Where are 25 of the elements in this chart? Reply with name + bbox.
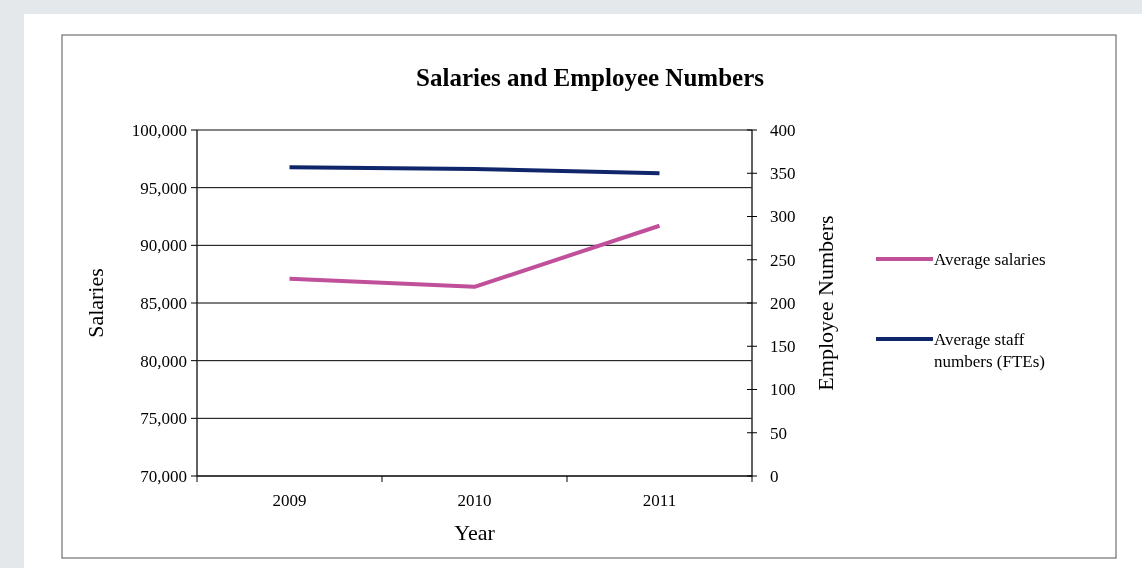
y2-tick-label: 250 <box>770 250 796 270</box>
x-tick-label: 2011 <box>642 491 677 510</box>
y-tick-label: 75,000 <box>140 409 187 429</box>
y-tick-label: 100,000 <box>131 120 187 140</box>
x-tick-label: 2009 <box>272 491 307 510</box>
y2-tick-label: 400 <box>770 120 796 140</box>
y2-tick-label: 350 <box>770 164 796 184</box>
x-tick-label: 2010 <box>457 491 492 510</box>
y2-tick-label: 100 <box>770 380 796 400</box>
y2-tick-label: 0 <box>770 466 779 486</box>
y2-tick-label: 50 <box>770 423 787 443</box>
y-tick-label: 90,000 <box>140 236 187 256</box>
legend-label: Average staff numbers (FTEs) <box>934 329 1045 372</box>
y-tick-label: 95,000 <box>140 178 187 198</box>
y2-tick-label: 300 <box>770 207 796 227</box>
y-tick-label: 80,000 <box>140 351 187 371</box>
x-axis-title: Year <box>454 520 496 545</box>
chart-title: Salaries and Employee Numbers <box>416 64 765 91</box>
y-axis-title: Salaries <box>83 268 108 338</box>
y2-axis-title: Employee Numbers <box>813 215 838 391</box>
y2-tick-label: 200 <box>770 293 796 313</box>
y-tick-label: 70,000 <box>140 466 187 486</box>
y2-tick-label: 150 <box>770 337 796 357</box>
y-tick-label: 85,000 <box>140 293 187 313</box>
legend-label: Average salaries <box>934 249 1046 269</box>
